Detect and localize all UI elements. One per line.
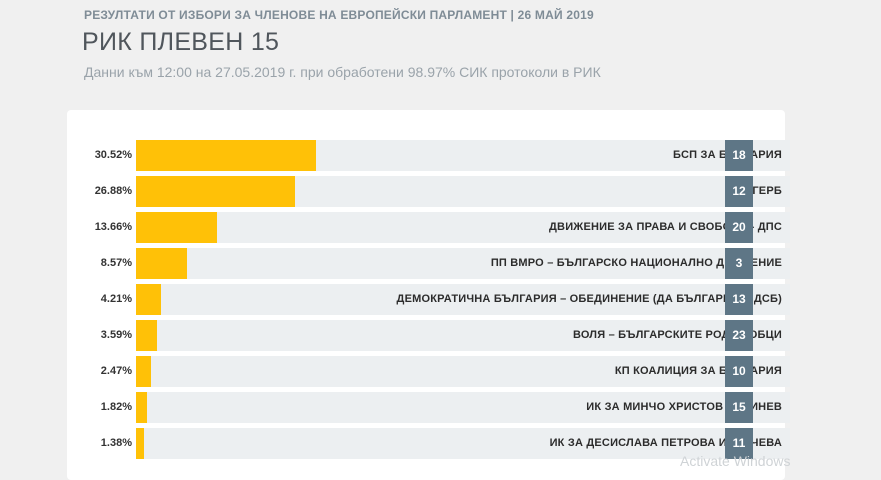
ballot-number-badge: 11: [725, 428, 753, 459]
result-row: 4.21% ДЕМОКРАТИЧНА БЪЛГАРИЯ – ОБЕДИНЕНИЕ …: [67, 284, 790, 315]
party-name: КП КОАЛИЦИЯ ЗА БЪЛГАРИЯ: [614, 365, 782, 377]
party-name: ИК ЗА ДЕСИСЛАВА ПЕТРОВА ИВАНЧЕВА: [549, 437, 782, 449]
bar-track: ИК ЗА ДЕСИСЛАВА ПЕТРОВА ИВАНЧЕВА: [136, 428, 790, 459]
ballot-number-badge: 15: [725, 392, 753, 423]
result-row: 30.52% БСП ЗА БЪЛГАРИЯ18: [67, 140, 790, 171]
ballot-number-badge: 10: [725, 356, 753, 387]
ballot-number-badge: 3: [725, 248, 753, 279]
percent-label: 13.66%: [94, 221, 132, 233]
bar-track: БСП ЗА БЪЛГАРИЯ: [136, 140, 790, 171]
page-subtitle: Данни към 12:00 на 27.05.2019 г. при обр…: [84, 64, 601, 80]
party-name: ДЕМОКРАТИЧНА БЪЛГАРИЯ – ОБЕДИНЕНИЕ (ДА Б…: [396, 293, 782, 305]
party-name: ПП ВМРО – БЪЛГАРСКО НАЦИОНАЛНО ДВИЖЕНИЕ: [490, 257, 782, 269]
bar: [136, 356, 151, 387]
party-name: ДВИЖЕНИЕ ЗА ПРАВА И СВОБОДИ - ДПС: [549, 221, 782, 233]
bar-track: ПП ВМРО – БЪЛГАРСКО НАЦИОНАЛНО ДВИЖЕНИЕ: [136, 248, 790, 279]
bar-track: КП КОАЛИЦИЯ ЗА БЪЛГАРИЯ: [136, 356, 790, 387]
bar: [136, 212, 217, 243]
bar: [136, 176, 295, 207]
bar: [136, 320, 158, 351]
result-row: 1.38% ИК ЗА ДЕСИСЛАВА ПЕТРОВА ИВАНЧЕВА 11: [67, 428, 790, 459]
bar-track: ПП ГЕРБ: [136, 176, 790, 207]
page-title: РИК ПЛЕВЕН 15: [82, 28, 280, 56]
bar-track: ВОЛЯ – БЪЛГАРСКИТЕ РОДОЛЮБЦИ: [136, 320, 790, 351]
percent-label: 26.88%: [94, 185, 132, 197]
bar: [136, 428, 145, 459]
os-watermark: Activate Windows: [680, 453, 791, 469]
percent-label: 30.52%: [94, 149, 132, 161]
bar-track: ДЕМОКРАТИЧНА БЪЛГАРИЯ – ОБЕДИНЕНИЕ (ДА Б…: [136, 284, 790, 315]
bar: [136, 248, 187, 279]
percent-label: 8.57%: [100, 257, 132, 269]
result-row: 13.66% ДВИЖЕНИЕ ЗА ПРАВА И СВОБОДИ - ДПС 2…: [67, 212, 790, 243]
ballot-number-badge: 18: [725, 140, 753, 171]
bar: [136, 284, 161, 315]
result-row: 1.82% ИК ЗА МИНЧО ХРИСТОВ КУМИНЕВ 15: [67, 392, 790, 423]
ballot-number-badge: 12: [725, 176, 753, 207]
bar-track: ИК ЗА МИНЧО ХРИСТОВ КУМИНЕВ: [136, 392, 790, 423]
ballot-number-badge: 13: [725, 284, 753, 315]
percent-label: 1.38%: [100, 437, 132, 449]
bar: [136, 392, 147, 423]
result-row: 26.88% ПП ГЕРБ 12: [67, 176, 790, 207]
ballot-number-badge: 23: [725, 320, 753, 351]
bar-track: ДВИЖЕНИЕ ЗА ПРАВА И СВОБОДИ - ДПС: [136, 212, 790, 243]
result-row: 3.59% ВОЛЯ – БЪЛГАРСКИТЕ РОДОЛЮБЦИ 23: [67, 320, 790, 351]
percent-label: 1.82%: [100, 401, 132, 413]
percent-label: 3.59%: [100, 329, 132, 341]
percent-label: 2.47%: [100, 365, 132, 377]
result-row: 8.57% ПП ВМРО – БЪЛГАРСКО НАЦИОНАЛНО ДВИЖ…: [67, 248, 790, 279]
page-kicker: РЕЗУЛТАТИ ОТ ИЗБОРИ ЗА ЧЛЕНОВЕ НА ЕВРОПЕ…: [84, 8, 594, 22]
result-row: 2.47% КП КОАЛИЦИЯ ЗА БЪЛГАРИЯ 10: [67, 356, 790, 387]
ballot-number-badge: 20: [725, 212, 753, 243]
percent-label: 4.21%: [100, 293, 132, 305]
bar: [136, 140, 317, 171]
